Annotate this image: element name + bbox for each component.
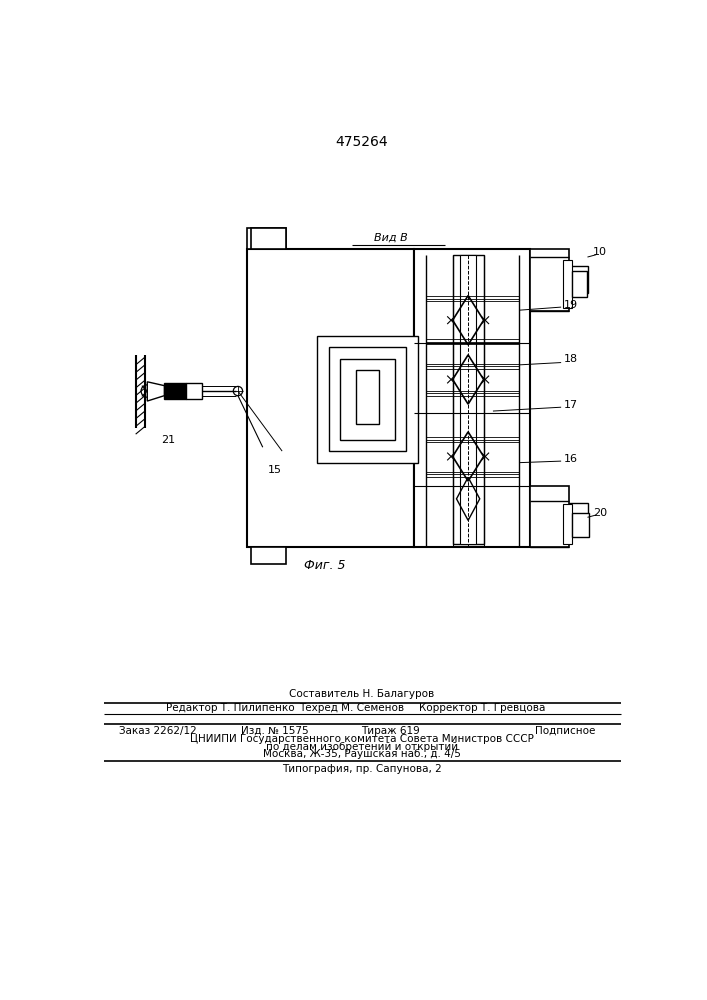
Text: ЦНИИПИ Государственного комитета Совета Министров СССР: ЦНИИПИ Государственного комитета Совета … — [190, 734, 534, 744]
Text: Фиг. 5: Фиг. 5 — [304, 559, 346, 572]
Text: Составитель Н. Балагуров: Составитель Н. Балагуров — [289, 689, 435, 699]
Text: 19: 19 — [564, 300, 578, 310]
Bar — [251, 547, 286, 564]
Bar — [563, 504, 572, 544]
Bar — [164, 383, 186, 399]
Text: Заказ 2262/12: Заказ 2262/12 — [119, 726, 197, 736]
Text: 475264: 475264 — [336, 135, 388, 149]
Text: 18: 18 — [564, 354, 578, 364]
Text: 17: 17 — [564, 400, 578, 410]
Text: Редактор Т. Пилипенко: Редактор Т. Пилипенко — [166, 703, 295, 713]
Text: Подписное: Подписное — [534, 726, 595, 736]
Text: 21: 21 — [161, 435, 175, 445]
Bar — [247, 228, 286, 249]
Text: Изд. № 1575: Изд. № 1575 — [240, 726, 308, 736]
Bar — [530, 486, 569, 547]
Text: 16: 16 — [564, 454, 578, 464]
Text: 10: 10 — [593, 247, 607, 257]
Text: Москва, Ж-35, Раушская наб., д. 4/5: Москва, Ж-35, Раушская наб., д. 4/5 — [263, 749, 461, 759]
Bar — [569, 503, 588, 530]
Text: Тираж 619: Тираж 619 — [361, 726, 420, 736]
Bar — [530, 249, 569, 311]
Bar — [251, 228, 286, 249]
Bar — [414, 249, 530, 547]
Bar — [460, 255, 476, 544]
Bar — [329, 347, 406, 451]
Bar — [563, 260, 572, 308]
Bar — [572, 513, 589, 537]
Bar — [572, 271, 588, 297]
Bar — [247, 249, 414, 547]
Text: 15: 15 — [267, 465, 281, 475]
Text: 20: 20 — [592, 508, 607, 518]
Bar — [317, 336, 418, 463]
Bar — [569, 266, 588, 293]
Text: Типография, пр. Сапунова, 2: Типография, пр. Сапунова, 2 — [282, 764, 442, 774]
Polygon shape — [147, 382, 164, 401]
Bar — [356, 370, 379, 424]
Text: по делам изобретений и открытий: по делам изобретений и открытий — [266, 742, 458, 752]
Text: Корректор Т. Гревцова: Корректор Т. Гревцова — [419, 703, 546, 713]
Bar — [452, 255, 484, 544]
Bar — [186, 383, 201, 399]
Bar — [340, 359, 395, 440]
Text: Вид B: Вид B — [374, 233, 407, 243]
Text: Техред М. Семенов: Техред М. Семенов — [299, 703, 404, 713]
